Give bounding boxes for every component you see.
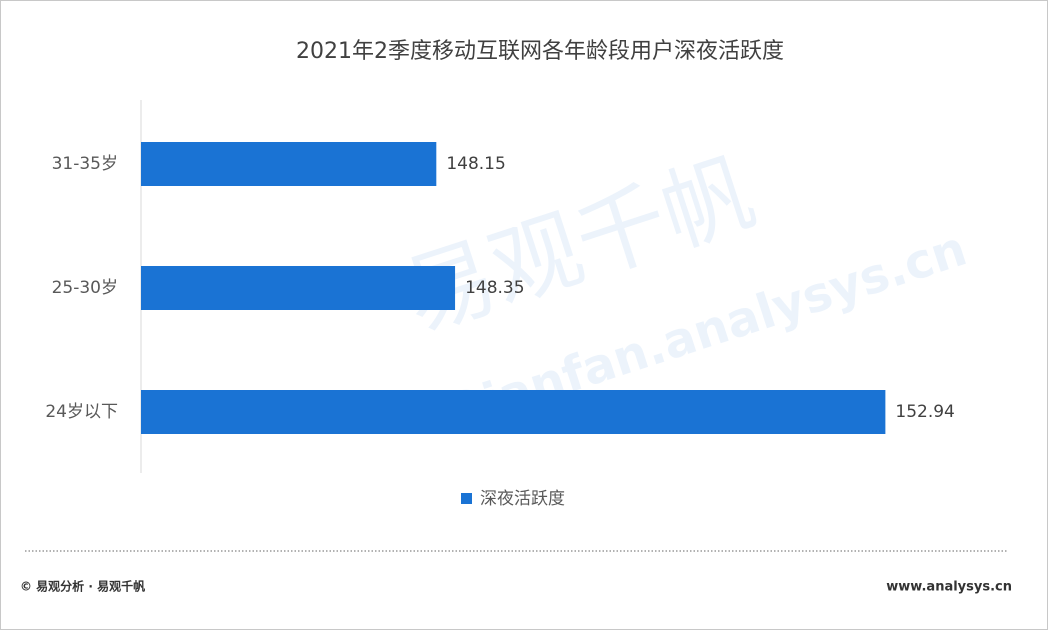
y-tick-label: 25-30岁 (52, 278, 118, 298)
value-label: 148.35 (465, 278, 524, 298)
legend-label: 深夜活跃度 (480, 489, 565, 509)
bar (141, 142, 437, 186)
legend-swatch (461, 493, 472, 504)
bar (141, 266, 456, 310)
y-tick-label: 24岁以下 (45, 402, 118, 422)
footer-left: © 易观分析 · 易观千帆 (20, 579, 145, 594)
value-label: 152.94 (895, 402, 954, 422)
y-tick-label: 31-35岁 (52, 154, 118, 174)
chart-title: 2021年2季度移动互联网各年龄段用户深夜活跃度 (296, 39, 784, 64)
bar (141, 390, 886, 434)
value-label: 148.15 (446, 154, 505, 174)
footer-right: www.analysys.cn (886, 580, 1012, 595)
